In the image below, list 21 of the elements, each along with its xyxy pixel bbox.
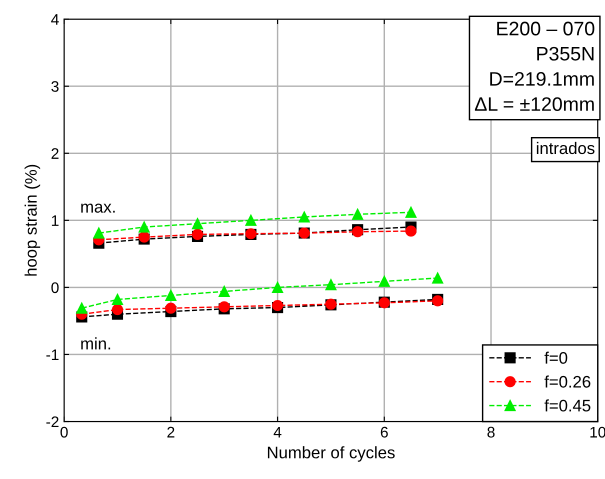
annotation: min. — [81, 337, 110, 350]
y-tick-label: 4 — [51, 14, 59, 25]
y-tick-label: -1 — [46, 349, 59, 360]
x-tick-label: 2 — [167, 426, 174, 438]
y-axis-title: hoop strain (%) — [24, 164, 40, 276]
y-tick-label: 2 — [52, 148, 59, 159]
y-tick-label: 3 — [51, 81, 59, 92]
y-tick-label: 1 — [52, 215, 59, 226]
y-tick-label: -2 — [46, 416, 59, 428]
x-tick-label: 4 — [274, 426, 282, 438]
legend-label: f=0.45 — [544, 399, 590, 412]
annotation: E200 – 070 P355N D=219.1mm ΔL = ±120mm — [474, 22, 594, 111]
annotation: intrados — [536, 142, 594, 154]
x-tick-label: 8 — [487, 426, 495, 438]
annotation: max. — [81, 204, 115, 213]
x-axis-title: Number of cycles — [268, 446, 395, 462]
x-tick-label: 0 — [60, 426, 68, 438]
x-tick-label: 6 — [380, 426, 388, 438]
legend-label: f=0.26 — [544, 375, 590, 388]
y-tick-label: 0 — [51, 282, 59, 294]
legend-label: f=0 — [544, 352, 568, 364]
